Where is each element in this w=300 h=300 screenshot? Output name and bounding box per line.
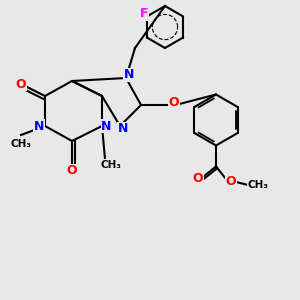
Text: CH₃: CH₃ <box>248 179 268 190</box>
Text: N: N <box>101 119 112 133</box>
Text: F: F <box>140 7 148 20</box>
Text: O: O <box>226 175 236 188</box>
Text: O: O <box>67 164 77 178</box>
Text: CH₃: CH₃ <box>11 139 32 149</box>
Text: O: O <box>169 95 179 109</box>
Text: O: O <box>193 172 203 185</box>
Text: O: O <box>16 77 26 91</box>
Text: N: N <box>118 122 128 136</box>
Text: N: N <box>124 68 134 82</box>
Text: N: N <box>34 119 44 133</box>
Text: CH₃: CH₃ <box>100 160 122 170</box>
